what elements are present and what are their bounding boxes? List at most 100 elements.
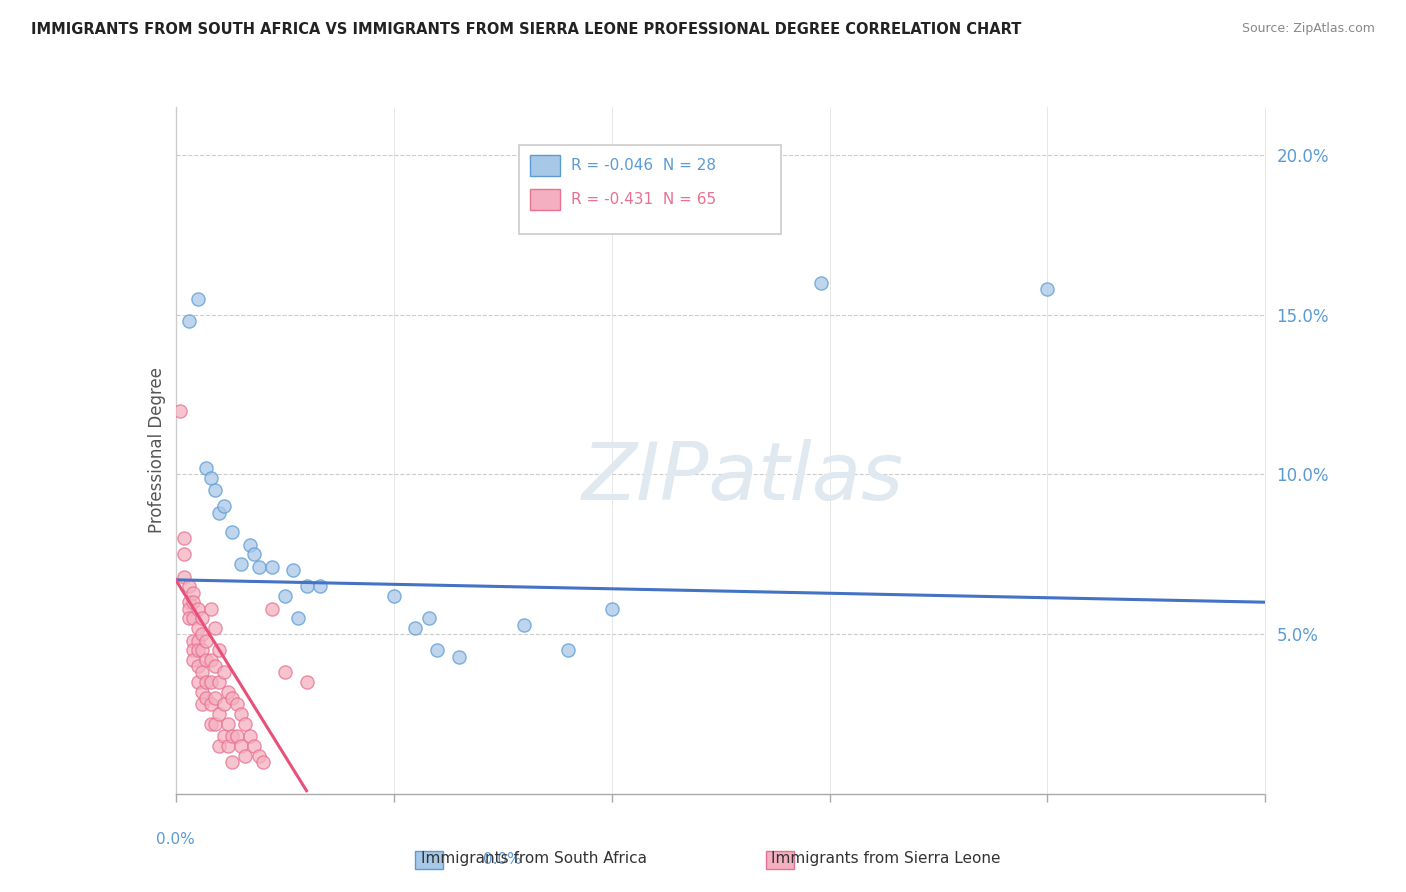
Point: [405, 621, 427, 635]
Point: [181, 643, 204, 657]
Point: [200, 653, 222, 667]
Point: [1036, 282, 1059, 296]
Point: [181, 585, 204, 599]
Point: [173, 547, 195, 561]
Text: Immigrants from South Africa: Immigrants from South Africa: [422, 851, 647, 865]
Point: [221, 755, 243, 769]
Point: [186, 633, 209, 648]
Point: [231, 706, 253, 721]
Point: [208, 643, 231, 657]
Point: [418, 611, 440, 625]
Point: [200, 675, 222, 690]
Point: [177, 579, 200, 593]
Point: [810, 276, 832, 290]
Point: [221, 691, 243, 706]
Point: [169, 403, 191, 417]
Point: [221, 730, 243, 744]
Text: R = -0.431  N = 65: R = -0.431 N = 65: [571, 193, 717, 207]
Text: Source: ZipAtlas.com: Source: ZipAtlas.com: [1241, 22, 1375, 36]
Point: [600, 601, 623, 615]
Point: [208, 506, 231, 520]
Point: [195, 461, 218, 475]
Point: [177, 595, 200, 609]
FancyBboxPatch shape: [530, 189, 561, 211]
Point: [247, 748, 270, 763]
Point: [204, 621, 226, 635]
Point: [181, 633, 204, 648]
Point: [191, 698, 214, 712]
Text: ZIPatlas: ZIPatlas: [581, 439, 904, 517]
FancyBboxPatch shape: [519, 145, 780, 234]
Point: [208, 739, 231, 753]
Point: [181, 653, 204, 667]
Point: [173, 569, 195, 583]
Point: [212, 730, 235, 744]
Point: [295, 579, 318, 593]
Point: [191, 684, 214, 698]
Text: 0.0%: 0.0%: [156, 831, 195, 847]
FancyBboxPatch shape: [530, 155, 561, 176]
Point: [239, 730, 262, 744]
Point: [225, 698, 247, 712]
Point: [195, 633, 218, 648]
Point: [195, 691, 218, 706]
Text: R = -0.046  N = 28: R = -0.046 N = 28: [571, 158, 716, 173]
Point: [200, 601, 222, 615]
Y-axis label: Professional Degree: Professional Degree: [148, 368, 166, 533]
Point: [217, 684, 239, 698]
Point: [217, 716, 239, 731]
Point: [212, 665, 235, 680]
Point: [195, 675, 218, 690]
Text: 0.0%: 0.0%: [484, 852, 522, 867]
Point: [252, 755, 274, 769]
Point: [295, 675, 318, 690]
Point: [513, 617, 536, 632]
Text: IMMIGRANTS FROM SOUTH AFRICA VS IMMIGRANTS FROM SIERRA LEONE PROFESSIONAL DEGREE: IMMIGRANTS FROM SOUTH AFRICA VS IMMIGRAN…: [31, 22, 1021, 37]
Point: [260, 601, 283, 615]
Point: [186, 292, 209, 306]
Point: [243, 739, 266, 753]
Point: [283, 563, 305, 577]
Point: [217, 739, 239, 753]
Point: [212, 698, 235, 712]
Point: [177, 314, 200, 328]
Point: [382, 589, 405, 603]
Point: [181, 611, 204, 625]
Point: [186, 643, 209, 657]
Point: [204, 691, 226, 706]
Point: [177, 611, 200, 625]
Point: [200, 470, 222, 484]
Point: [208, 706, 231, 721]
Point: [235, 716, 257, 731]
Point: [181, 595, 204, 609]
Point: [235, 748, 257, 763]
Text: Immigrants from Sierra Leone: Immigrants from Sierra Leone: [770, 851, 1001, 865]
Point: [243, 547, 266, 561]
Point: [287, 611, 309, 625]
Point: [225, 730, 247, 744]
Point: [557, 643, 579, 657]
Point: [191, 643, 214, 657]
Point: [186, 601, 209, 615]
Point: [204, 716, 226, 731]
Point: [200, 698, 222, 712]
Point: [204, 659, 226, 673]
Point: [200, 716, 222, 731]
Point: [221, 524, 243, 539]
Point: [308, 579, 330, 593]
Point: [195, 653, 218, 667]
Point: [231, 557, 253, 571]
Point: [447, 649, 470, 664]
Point: [186, 675, 209, 690]
Point: [186, 621, 209, 635]
Point: [247, 560, 270, 574]
Point: [177, 601, 200, 615]
Point: [274, 589, 297, 603]
Point: [191, 611, 214, 625]
Point: [426, 643, 449, 657]
Point: [208, 675, 231, 690]
Point: [173, 531, 195, 545]
Point: [204, 483, 226, 498]
Point: [274, 665, 297, 680]
Point: [191, 627, 214, 641]
